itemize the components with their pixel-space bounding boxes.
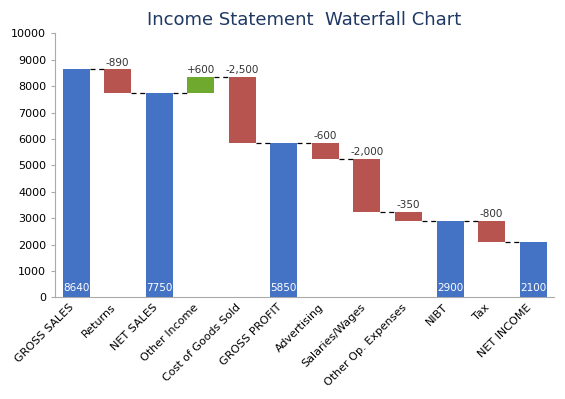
Bar xyxy=(478,221,505,242)
Bar xyxy=(353,159,380,211)
Bar xyxy=(104,69,131,93)
Text: 2100: 2100 xyxy=(520,283,546,293)
Text: -800: -800 xyxy=(480,209,503,219)
Text: -600: -600 xyxy=(314,131,337,141)
Text: 8640: 8640 xyxy=(63,283,89,293)
Bar xyxy=(187,77,214,93)
Text: 7750: 7750 xyxy=(146,283,172,293)
Text: -2,000: -2,000 xyxy=(350,147,384,157)
Title: Income Statement  Waterfall Chart: Income Statement Waterfall Chart xyxy=(147,11,462,29)
Text: -350: -350 xyxy=(397,200,420,210)
Bar xyxy=(270,143,297,297)
Bar xyxy=(312,143,339,159)
Bar xyxy=(520,242,546,297)
Bar xyxy=(146,93,173,297)
Text: -890: -890 xyxy=(106,58,129,68)
Bar xyxy=(437,221,463,297)
Text: 5850: 5850 xyxy=(271,283,297,293)
Bar xyxy=(229,77,256,143)
Text: -2,500: -2,500 xyxy=(225,65,259,75)
Text: 2900: 2900 xyxy=(437,283,463,293)
Bar xyxy=(63,69,89,297)
Text: +600: +600 xyxy=(186,65,215,75)
Bar xyxy=(395,211,422,221)
